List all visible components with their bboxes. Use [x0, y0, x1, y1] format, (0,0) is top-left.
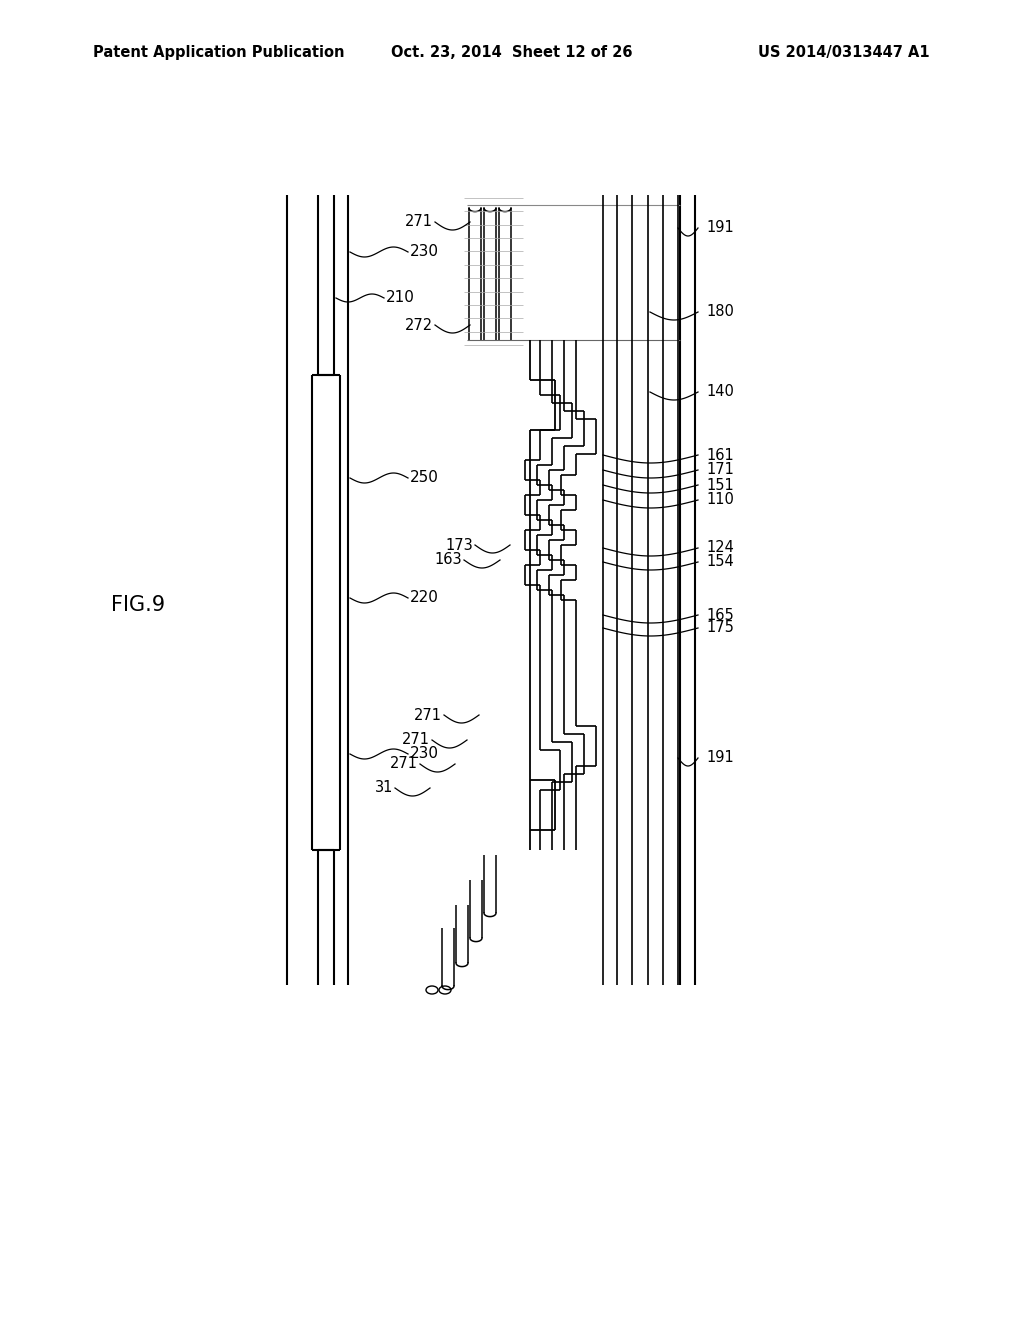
Text: 250: 250	[410, 470, 439, 486]
Text: 110: 110	[706, 492, 734, 507]
Text: 173: 173	[445, 537, 473, 553]
Text: 230: 230	[410, 747, 439, 762]
Text: 31: 31	[375, 780, 393, 796]
Text: 230: 230	[410, 244, 439, 260]
Text: 140: 140	[706, 384, 734, 400]
Text: 191: 191	[706, 751, 734, 766]
Text: 210: 210	[386, 290, 415, 305]
Text: 271: 271	[390, 756, 418, 771]
Text: Oct. 23, 2014  Sheet 12 of 26: Oct. 23, 2014 Sheet 12 of 26	[391, 45, 633, 59]
Text: 271: 271	[402, 733, 430, 747]
Text: 154: 154	[706, 554, 734, 569]
Text: 124: 124	[706, 540, 734, 556]
Text: 161: 161	[706, 447, 734, 462]
Text: 165: 165	[706, 607, 734, 623]
Text: 151: 151	[706, 478, 734, 492]
Text: 163: 163	[434, 553, 462, 568]
Text: 272: 272	[404, 318, 433, 333]
Text: Patent Application Publication: Patent Application Publication	[93, 45, 344, 59]
Text: 191: 191	[706, 220, 734, 235]
Text: FIG.9: FIG.9	[111, 595, 165, 615]
Text: 180: 180	[706, 305, 734, 319]
Text: 220: 220	[410, 590, 439, 606]
Text: 271: 271	[406, 214, 433, 230]
Text: US 2014/0313447 A1: US 2014/0313447 A1	[759, 45, 930, 59]
Text: 175: 175	[706, 620, 734, 635]
Text: 171: 171	[706, 462, 734, 478]
Text: 271: 271	[414, 708, 442, 722]
